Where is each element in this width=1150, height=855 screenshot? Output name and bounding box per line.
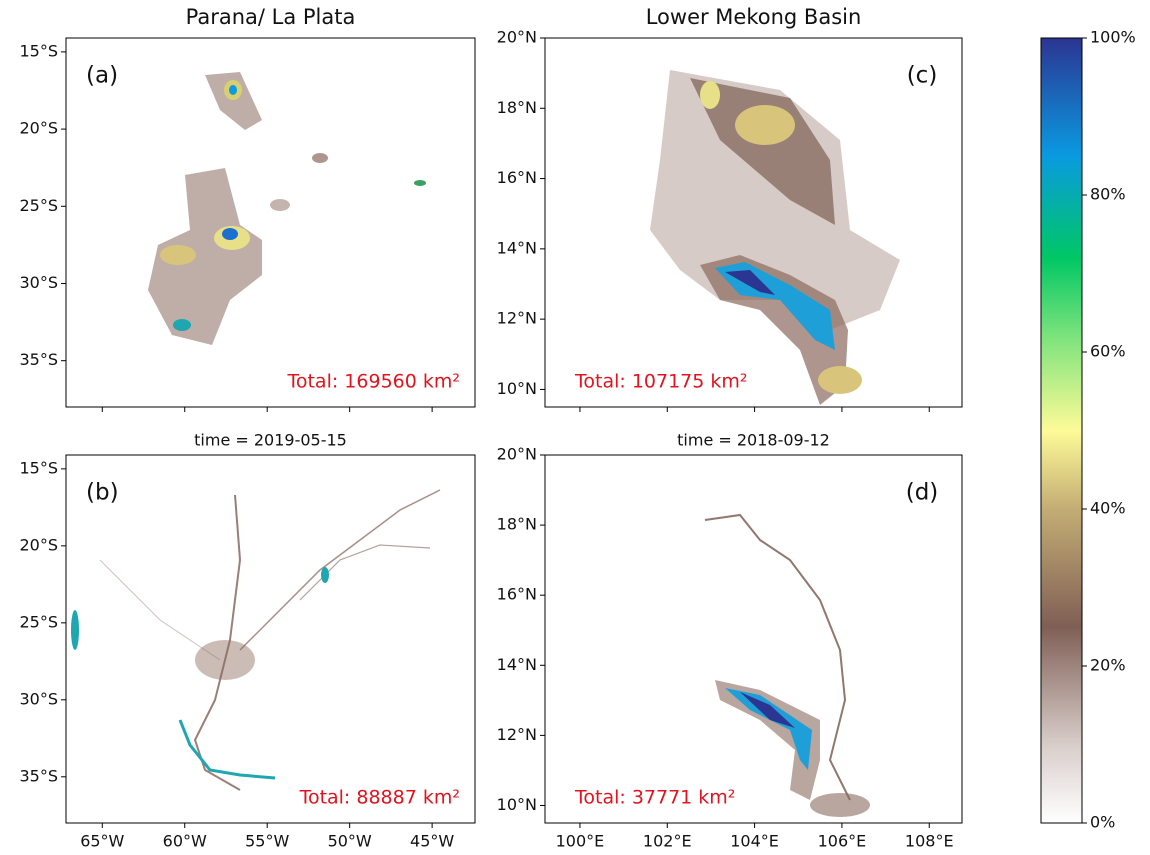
total-area: Total: 88887 km² (299, 787, 460, 809)
x-tick-label: 100°E (556, 832, 605, 851)
y-tick-label: 20°N (497, 28, 537, 47)
colorbar (1041, 38, 1082, 823)
y-tick-label: 18°N (497, 515, 537, 534)
x-tick-label: 104°E (730, 832, 779, 851)
y-tick-label: 15°S (19, 458, 58, 477)
y-tick-label: 16°N (497, 585, 537, 604)
x-tick-label: 60°W (163, 832, 207, 851)
y-tick-label: 15°S (19, 41, 58, 60)
y-tick-label: 35°S (19, 350, 58, 369)
colorbar-tick-label: 20% (1090, 656, 1126, 675)
panel-subtitle: time = 2018-09-12 (677, 431, 830, 450)
y-tick-label: 20°N (497, 445, 537, 464)
panel-label: (c) (907, 63, 938, 89)
colorbar-tick-label: 60% (1090, 342, 1126, 361)
x-tick-label: 45°W (410, 832, 454, 851)
figure: Parana/ La Plata 15°S 20°S 25°S 30°S 35°S (a) T… (0, 0, 1150, 855)
x-tick-label: 50°W (328, 832, 372, 851)
y-tick-label: 12°N (497, 725, 537, 744)
colorbar-tick-label: 40% (1090, 499, 1126, 518)
panel-frame (66, 455, 475, 823)
y-tick-label: 35°S (19, 766, 58, 785)
y-tick-label: 14°N (497, 655, 537, 674)
total-area: Total: 37771 km² (574, 787, 735, 809)
y-tick-label: 20°S (19, 535, 58, 554)
y-tick-label: 10°N (497, 379, 537, 398)
x-tick-label: 102°E (643, 832, 692, 851)
y-tick-label: 25°S (19, 612, 58, 631)
x-tick-label: 65°W (80, 832, 124, 851)
panel-label: (b) (86, 480, 119, 506)
panel-frame (545, 455, 962, 823)
x-tick-label: 108°E (905, 832, 954, 851)
panel-label: (d) (906, 480, 939, 506)
y-tick-label: 16°N (497, 168, 537, 187)
panel-subtitle: time = 2019-05-15 (194, 431, 347, 450)
x-tick-label: 106°E (818, 832, 867, 851)
column-title: Lower Mekong Basin (646, 5, 862, 29)
y-tick-label: 25°S (19, 196, 58, 215)
colorbar-tick-label: 80% (1090, 185, 1126, 204)
y-tick-label: 30°S (19, 689, 58, 708)
y-tick-label: 12°N (497, 309, 537, 328)
y-tick-label: 30°S (19, 273, 58, 292)
y-tick-label: 10°N (497, 795, 537, 814)
x-tick-label: 55°W (245, 832, 289, 851)
y-tick-label: 14°N (497, 238, 537, 257)
total-area: Total: 107175 km² (574, 371, 748, 393)
panel-label: (a) (86, 63, 118, 89)
panel-frame (66, 38, 475, 407)
colorbar-tick-label: 100% (1090, 28, 1136, 47)
column-title: Parana/ La Plata (186, 5, 356, 29)
y-tick-label: 18°N (497, 98, 537, 117)
total-area: Total: 169560 km² (286, 371, 460, 393)
colorbar-tick-label: 0% (1090, 813, 1115, 832)
y-tick-label: 20°S (19, 119, 58, 138)
